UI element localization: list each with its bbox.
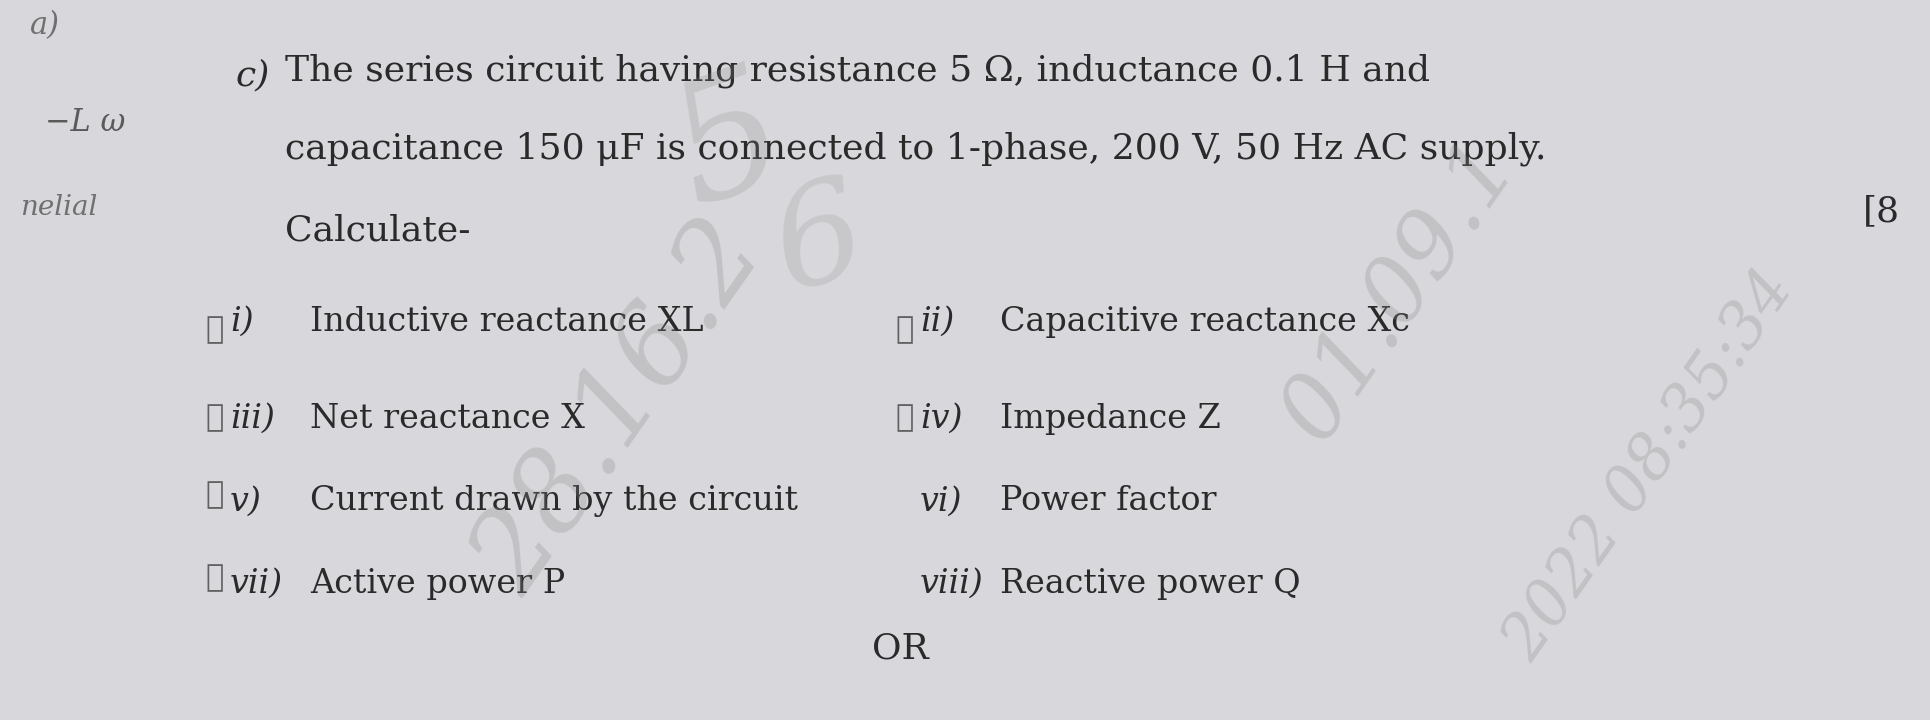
Text: iv): iv) [919,403,961,435]
Text: Calculate-: Calculate- [286,214,471,248]
Text: nelial: nelial [19,194,96,221]
Text: c): c) [235,58,270,92]
Text: Capacitive reactance Xc: Capacitive reactance Xc [1000,306,1409,338]
Text: vii): vii) [230,568,284,600]
Text: 5: 5 [652,52,807,239]
Text: Net reactance X: Net reactance X [311,403,585,435]
Text: 28.16.2: 28.16.2 [454,203,786,613]
Text: ✓: ✓ [205,562,224,593]
Text: Active power P: Active power P [311,568,565,600]
Text: ✓: ✓ [894,402,913,433]
Text: a): a) [31,9,60,41]
Text: Impedance Z: Impedance Z [1000,403,1220,435]
Text: capacitance 150 μF is connected to 1-phase, 200 V, 50 Hz AC supply.: capacitance 150 μF is connected to 1-pha… [286,131,1546,166]
Text: 6: 6 [760,166,880,319]
Text: v): v) [230,485,262,518]
Text: ✓: ✓ [894,315,913,346]
Text: Reactive power Q: Reactive power Q [1000,568,1301,600]
Text: OR: OR [870,631,928,665]
Text: 01.09.1: 01.09.1 [1264,125,1534,457]
Text: 2022 08:35:34: 2022 08:35:34 [1492,260,1806,672]
Text: Power factor: Power factor [1000,485,1216,518]
Text: Inductive reactance XL: Inductive reactance XL [311,306,703,338]
Text: ii): ii) [919,306,953,338]
Text: Current drawn by the circuit: Current drawn by the circuit [311,485,797,518]
Text: i): i) [230,306,253,338]
Text: iii): iii) [230,403,274,435]
Text: ✓: ✓ [205,315,224,346]
Text: −L ω: −L ω [44,107,125,138]
Text: ✓: ✓ [205,402,224,433]
Text: The series circuit having resistance 5 Ω, inductance 0.1 H and: The series circuit having resistance 5 Ω… [286,53,1430,88]
Text: viii): viii) [919,568,982,600]
Text: [8: [8 [1862,194,1899,228]
Text: ✓: ✓ [205,480,224,510]
Text: vi): vi) [919,485,961,518]
